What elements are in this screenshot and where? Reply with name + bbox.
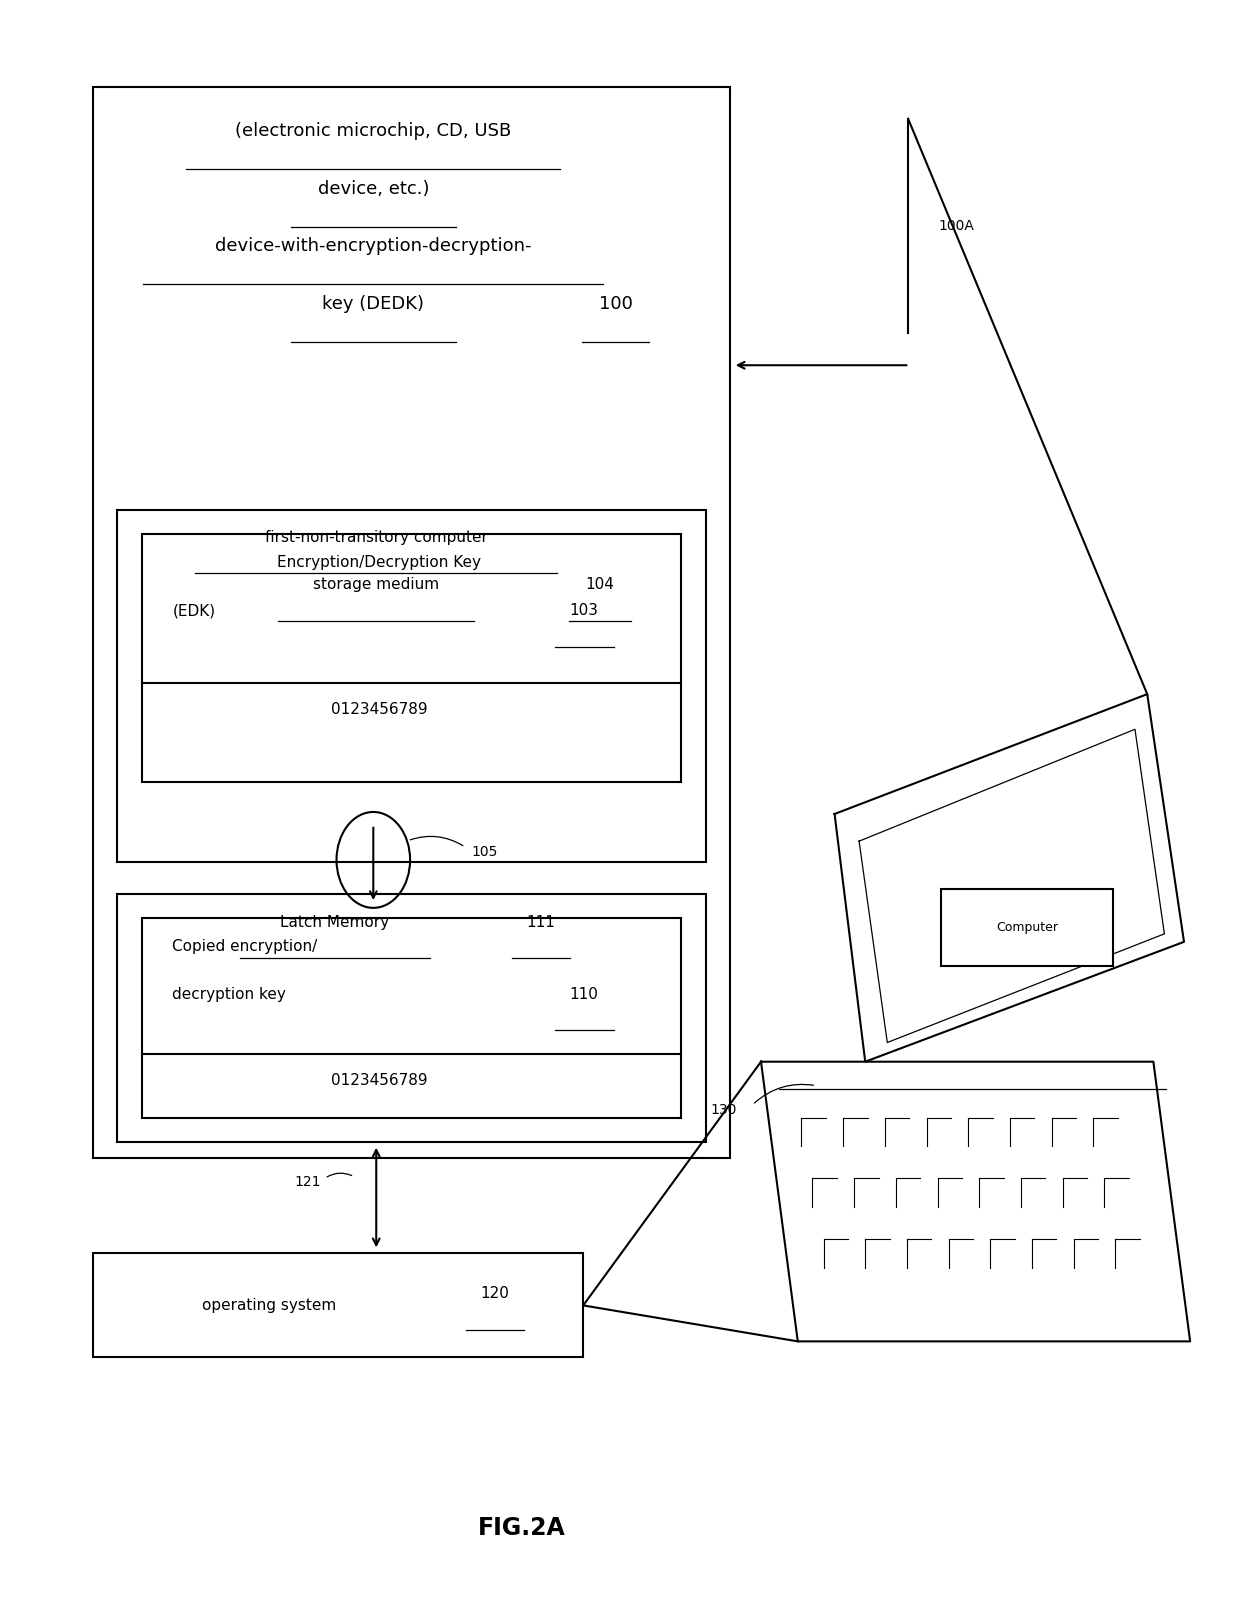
Bar [118,895,706,1141]
Text: Latch Memory: Latch Memory [280,914,389,930]
Text: Computer: Computer [996,920,1058,933]
Text: storage medium: storage medium [314,577,439,593]
Text: 100: 100 [599,295,632,313]
Text: 105: 105 [471,845,497,859]
Text: 130: 130 [711,1103,737,1117]
Bar [93,1254,583,1357]
Bar [941,890,1112,966]
Text: FIG.2A: FIG.2A [479,1517,565,1541]
Text: first-non-transitory computer: first-non-transitory computer [265,529,487,545]
Text: key (DEDK): key (DEDK) [322,295,424,313]
Bar [118,511,706,862]
Text: (electronic microchip, CD, USB: (electronic microchip, CD, USB [236,123,511,140]
Text: 110: 110 [569,987,599,1001]
Text: 100A: 100A [939,219,975,234]
Text: 121: 121 [295,1175,321,1188]
Bar [141,534,681,782]
Text: 111: 111 [527,914,556,930]
Text: 120: 120 [480,1286,510,1301]
Bar [141,917,681,1117]
Text: device, etc.): device, etc.) [317,179,429,198]
Text: operating system: operating system [202,1298,336,1312]
Bar [93,87,730,1157]
Text: 0123456789: 0123456789 [331,703,428,717]
Text: 0123456789: 0123456789 [331,1074,428,1088]
Text: Copied encryption/: Copied encryption/ [172,938,317,954]
Text: 103: 103 [569,603,599,617]
Text: Encryption/Decryption Key: Encryption/Decryption Key [278,555,481,571]
Text: (EDK): (EDK) [172,603,216,617]
Text: device-with-encryption-decryption-: device-with-encryption-decryption- [215,237,532,255]
Text: 104: 104 [585,577,614,593]
Text: decryption key: decryption key [172,987,286,1001]
